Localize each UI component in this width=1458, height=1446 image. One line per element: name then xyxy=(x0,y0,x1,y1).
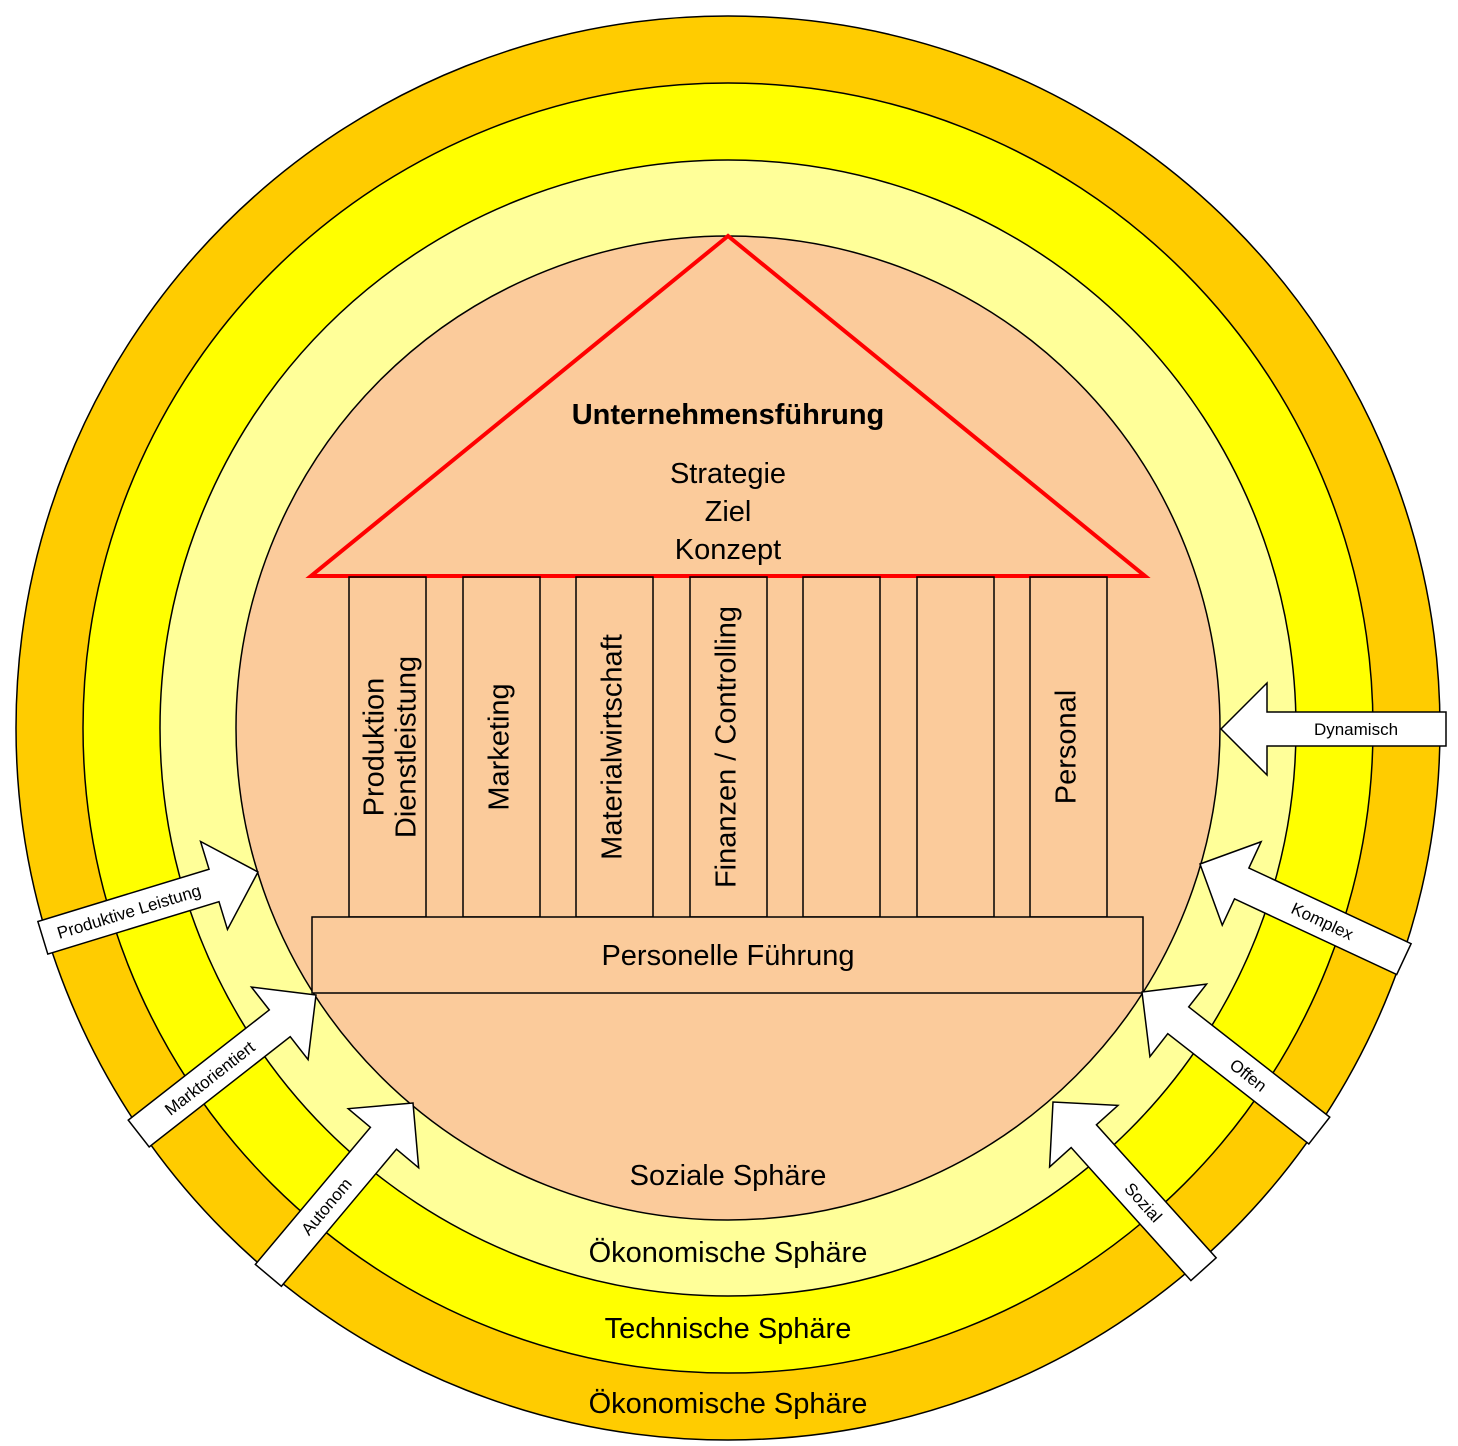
pillar-label-dienstleistung: Dienstleistung xyxy=(391,656,423,838)
pillar-label-finanzen: Finanzen / Controlling xyxy=(711,606,743,888)
pillar-label-marketing: Marketing xyxy=(484,683,516,810)
pillar-label-materialwirtschaft: Materialwirtschaft xyxy=(597,634,629,860)
roof-title: Unternehmensführung xyxy=(572,399,885,431)
sphere-label-economic-inner: Ökonomische Sphäre xyxy=(589,1237,868,1269)
roof-line-ziel: Ziel xyxy=(705,496,752,528)
roof-line-konzept: Konzept xyxy=(675,534,781,566)
foundation-label: Personelle Führung xyxy=(601,940,854,972)
foundation-block xyxy=(311,916,1144,994)
pillar-label-personal: Personal xyxy=(1051,690,1083,804)
sphere-label-economic-outer: Ökonomische Sphäre xyxy=(589,1388,868,1420)
pillar-label-produktion: Produktion xyxy=(359,678,391,817)
roof-triangle xyxy=(305,233,1151,578)
arrow-dynamisch: Dynamisch xyxy=(1220,682,1447,776)
sphere-label-social: Soziale Sphäre xyxy=(630,1160,827,1192)
sphere-label-technical: Technische Sphäre xyxy=(605,1313,852,1345)
roof-line-strategie: Strategie xyxy=(670,458,786,490)
arrow-label-dynamisch: Dynamisch xyxy=(1314,720,1398,739)
